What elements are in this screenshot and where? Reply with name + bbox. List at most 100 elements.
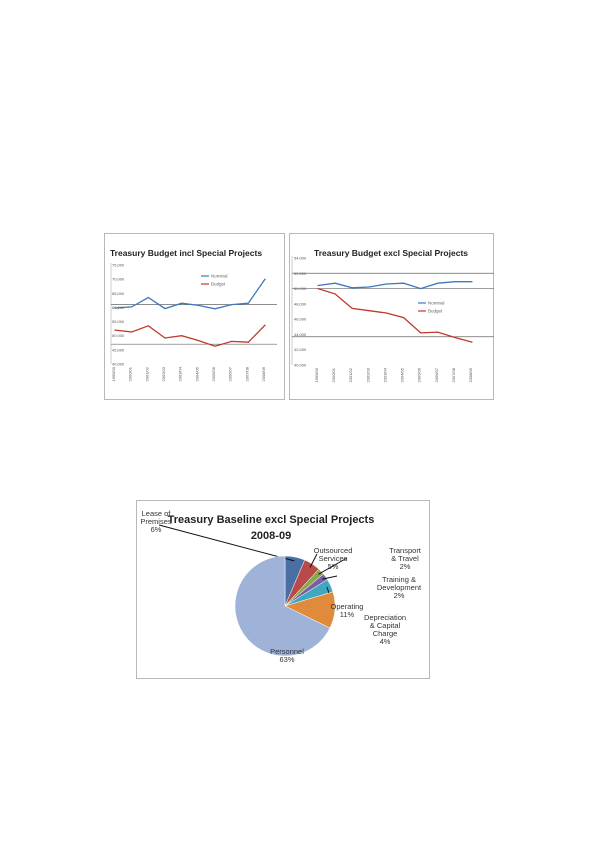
leader-line (158, 524, 295, 562)
data-point (385, 283, 388, 285)
series-line-budget (114, 324, 266, 347)
y-tick-label: 40,000 (112, 362, 125, 367)
legend-label: Nominal (428, 301, 445, 306)
data-point (247, 302, 249, 304)
data-point (368, 286, 370, 288)
series-line-nominal (317, 281, 472, 290)
x-tick-label: 2005/06 (211, 366, 216, 381)
data-point (197, 304, 199, 307)
y-tick-label: 42,000 (294, 347, 307, 352)
x-tick-label: 2003/04 (178, 366, 183, 381)
y-tick-label: 65,000 (112, 291, 125, 296)
slice-percent-label: 11% (340, 610, 355, 619)
y-tick-label: 70,000 (112, 277, 125, 282)
slice-category-label: Outsourced (314, 546, 353, 555)
chart-baseline-pie: Treasury Baseline excl Special Projects 2… (136, 500, 430, 679)
data-point (147, 325, 149, 327)
data-point (264, 278, 266, 280)
leader-line (318, 557, 348, 575)
chart-budget-incl-special: Treasury Budget incl Special Projects 40,… (104, 233, 285, 400)
data-point (147, 296, 149, 299)
data-point (454, 336, 456, 339)
slice-category-label: Training & (382, 575, 416, 584)
data-point (351, 307, 353, 310)
data-point (402, 282, 405, 284)
leader-line (309, 553, 318, 568)
data-point (334, 293, 336, 295)
y-tick-label: 45,000 (112, 347, 125, 352)
legend-label: Budget (211, 282, 226, 287)
slice-percent-label: 4% (380, 637, 391, 646)
x-tick-label: 2005/06 (417, 367, 422, 382)
data-point (131, 306, 133, 308)
pie-chart: Treasury Baseline excl Special Projects 2… (140, 509, 422, 664)
slice-percent-label: 6% (151, 525, 162, 534)
x-tick-label: 2007/08 (244, 366, 249, 381)
y-tick-label: 50,000 (112, 333, 125, 338)
slice-category-label: Operating (331, 602, 364, 611)
data-point (454, 281, 456, 283)
chart-title: Treasury Budget incl Special Projects (110, 248, 262, 258)
x-tick-label: 2001/02 (348, 367, 353, 382)
slice-category-label: Transport (389, 546, 422, 555)
slice-category-label: Lease of (142, 509, 172, 518)
x-tick-label: 2008/09 (468, 367, 473, 382)
data-point (181, 302, 183, 304)
data-point (420, 332, 422, 334)
data-point (351, 287, 353, 289)
data-point (214, 345, 216, 347)
slice-category-label: Development (377, 583, 422, 592)
y-tick-label: 46,000 (294, 317, 307, 322)
data-point (114, 329, 116, 331)
slice-percent-label: 5% (328, 562, 339, 571)
data-point (181, 335, 183, 337)
data-point (437, 282, 439, 284)
x-tick-label: 1999/00 (111, 366, 116, 381)
chart-subtitle: 2008-09 (251, 530, 291, 542)
x-tick-label: 2004/05 (194, 366, 199, 381)
data-point (437, 331, 439, 333)
data-point (197, 339, 199, 342)
slice-category-label: Charge (373, 629, 398, 638)
chart-title: Treasury Budget excl Special Projects (314, 248, 468, 258)
series-line-budget (317, 287, 473, 343)
data-point (368, 310, 370, 312)
x-tick-label: 2008/09 (261, 366, 266, 381)
y-tick-label: 55,000 (112, 319, 125, 324)
line-chart-2: Treasury Budget excl Special Projects 40,… (291, 248, 494, 382)
data-point (471, 341, 473, 343)
data-point (231, 340, 233, 342)
slice-category-label: Services (319, 554, 348, 563)
data-point (471, 281, 473, 283)
x-tick-label: 2002/03 (161, 366, 166, 381)
slice-category-label: Personnel (270, 647, 304, 656)
legend-label: Nominal (211, 274, 228, 279)
data-point (402, 317, 405, 319)
slice-percent-label: 2% (400, 562, 411, 571)
data-point (264, 324, 266, 326)
x-tick-label: 2006/07 (228, 366, 233, 381)
y-tick-label: 40,000 (294, 363, 307, 368)
x-tick-label: 2000/01 (128, 366, 133, 381)
data-point (164, 307, 166, 310)
chart-title: Treasury Baseline excl Special Projects (168, 514, 375, 526)
slice-percent-label: 2% (394, 591, 405, 600)
slice-category-label: & Travel (391, 554, 419, 563)
x-tick-label: 2003/04 (382, 367, 387, 382)
series-line-nominal (114, 278, 266, 310)
data-point (247, 341, 249, 343)
slice-percent-label: 63% (279, 655, 294, 664)
legend-label: Budget (428, 309, 443, 314)
y-tick-label: 54,000 (294, 256, 307, 261)
slice-category-label: & Capital (370, 621, 401, 630)
y-tick-label: 48,000 (294, 301, 307, 306)
data-point (385, 312, 388, 314)
x-tick-label: 2006/07 (434, 367, 439, 382)
data-point (131, 331, 133, 333)
leader-line (322, 575, 338, 580)
x-tick-label: 2004/05 (400, 367, 405, 382)
data-point (214, 308, 216, 310)
data-point (317, 287, 319, 290)
x-tick-label: 2007/08 (451, 367, 456, 382)
slice-category-label: Premises (140, 517, 172, 526)
